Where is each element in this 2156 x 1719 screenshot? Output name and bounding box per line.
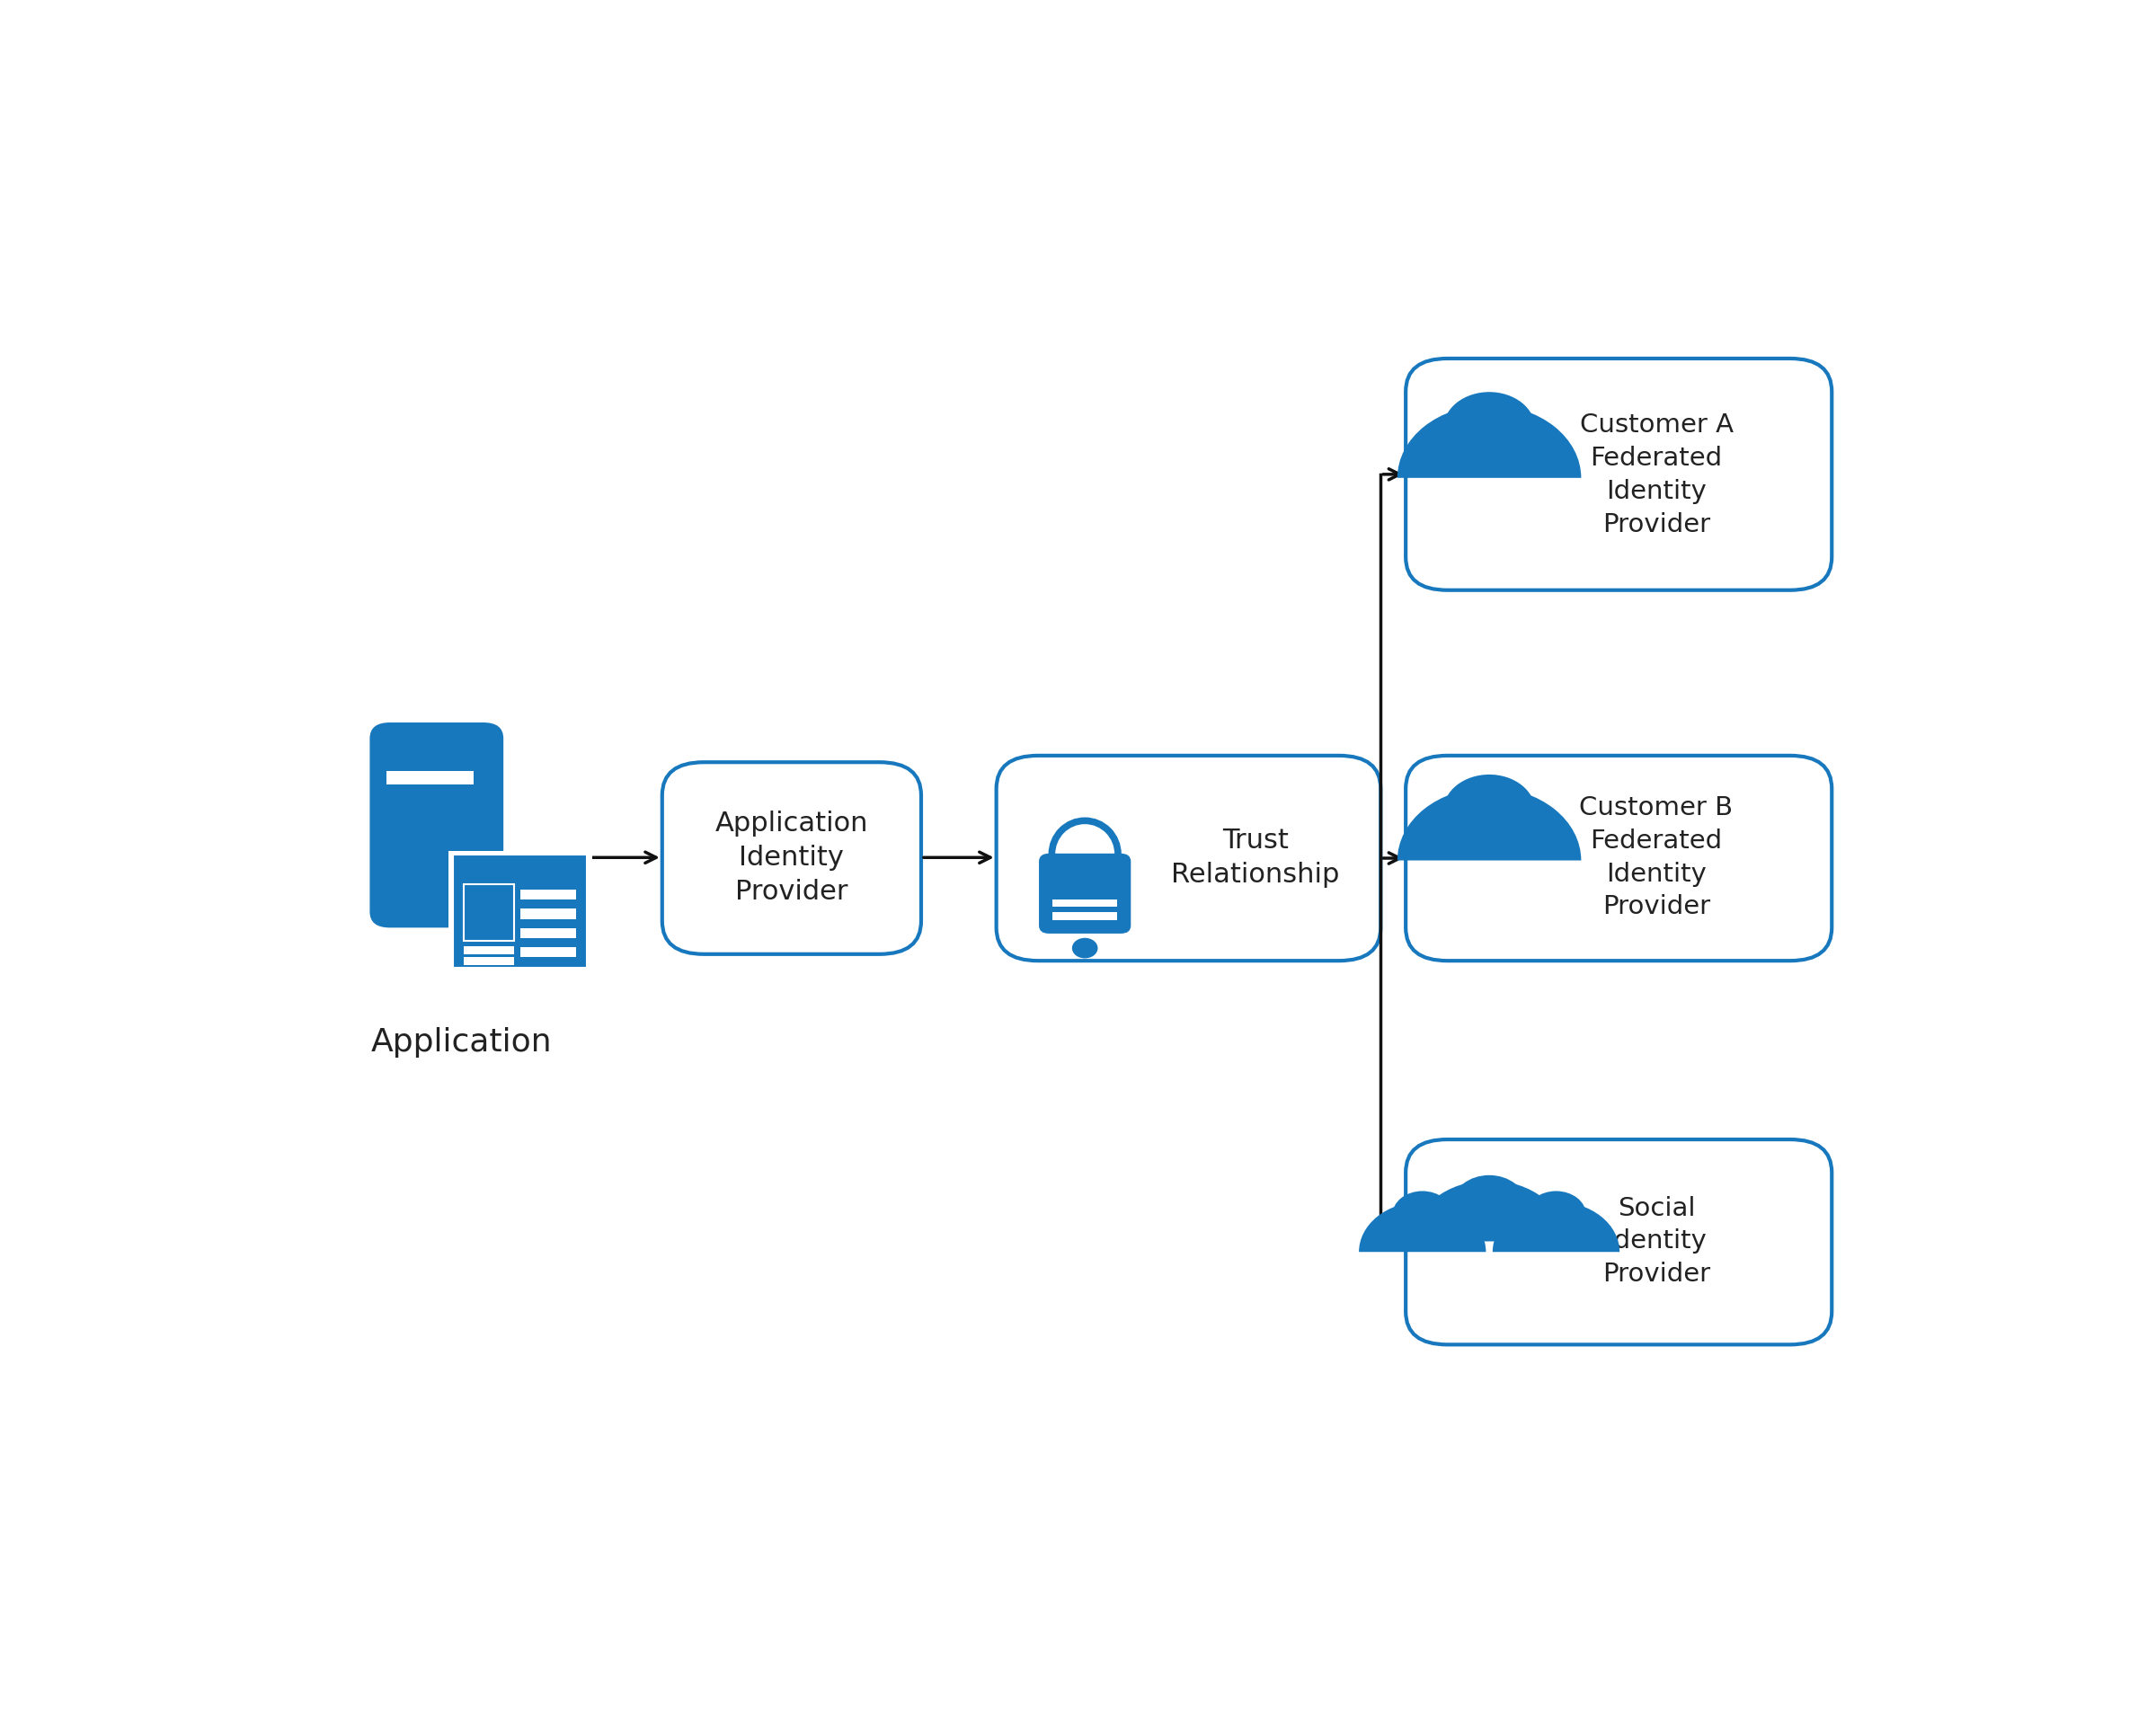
- FancyBboxPatch shape: [464, 885, 513, 940]
- Wedge shape: [1492, 1202, 1619, 1251]
- Text: Application
Identity
Provider: Application Identity Provider: [716, 810, 869, 904]
- FancyBboxPatch shape: [448, 851, 593, 971]
- FancyBboxPatch shape: [453, 854, 586, 968]
- FancyBboxPatch shape: [464, 945, 513, 954]
- Text: Social
Identity
Provider: Social Identity Provider: [1602, 1196, 1710, 1288]
- FancyBboxPatch shape: [1052, 911, 1117, 920]
- FancyBboxPatch shape: [520, 890, 576, 899]
- FancyBboxPatch shape: [1406, 1140, 1833, 1344]
- FancyBboxPatch shape: [1406, 756, 1833, 961]
- Circle shape: [1072, 939, 1097, 957]
- FancyBboxPatch shape: [662, 762, 921, 954]
- FancyBboxPatch shape: [1039, 853, 1132, 933]
- FancyBboxPatch shape: [520, 947, 576, 957]
- Wedge shape: [1397, 787, 1580, 861]
- Wedge shape: [1358, 1202, 1485, 1251]
- FancyBboxPatch shape: [520, 909, 576, 920]
- Circle shape: [1526, 1191, 1587, 1239]
- Wedge shape: [1397, 406, 1580, 478]
- Text: Customer B
Federated
Identity
Provider: Customer B Federated Identity Provider: [1580, 796, 1733, 920]
- Circle shape: [1442, 392, 1535, 464]
- Text: Customer A
Federated
Identity
Provider: Customer A Federated Identity Provider: [1580, 413, 1733, 536]
- FancyBboxPatch shape: [996, 756, 1380, 961]
- Text: Application: Application: [371, 1026, 552, 1057]
- Text: Trust
Relationship: Trust Relationship: [1171, 827, 1339, 887]
- Circle shape: [1442, 775, 1535, 847]
- FancyBboxPatch shape: [1406, 359, 1833, 590]
- Circle shape: [1453, 1176, 1526, 1234]
- Circle shape: [1393, 1191, 1453, 1239]
- FancyBboxPatch shape: [386, 770, 474, 784]
- Wedge shape: [1412, 1181, 1565, 1241]
- FancyBboxPatch shape: [371, 722, 505, 928]
- FancyBboxPatch shape: [1052, 899, 1117, 908]
- FancyBboxPatch shape: [464, 957, 513, 964]
- FancyBboxPatch shape: [520, 928, 576, 939]
